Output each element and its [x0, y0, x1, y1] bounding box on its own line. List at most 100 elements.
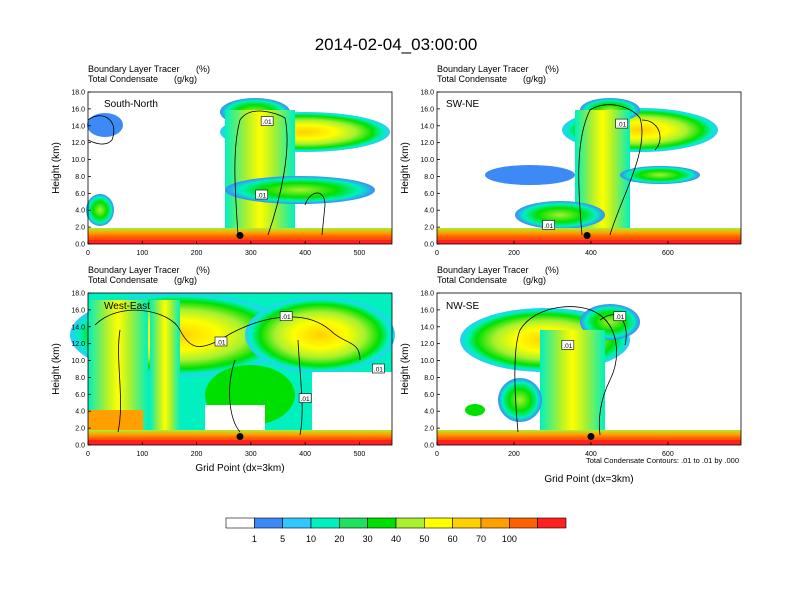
- subtitle-condensate-label: Total Condensate: [88, 74, 158, 84]
- panel-label: SW-NE: [446, 99, 479, 110]
- x-tick-label: 200: [191, 451, 203, 458]
- y-tick-label: 14.0: [71, 324, 85, 331]
- contour-label: .01: [257, 193, 266, 200]
- colorbar-swatch: [339, 517, 368, 529]
- contour-label-box: [542, 220, 555, 230]
- colorbar-swatch: [254, 517, 283, 529]
- x-tick-label: 400: [585, 250, 597, 257]
- y-axis-title: Height (km): [51, 142, 62, 194]
- plot-field: [70, 293, 395, 445]
- colorbar-swatch: [509, 517, 538, 529]
- x-tick-label: 400: [299, 250, 311, 257]
- subtitle-condensate-units: (g/kg): [174, 74, 197, 84]
- colorbar-label: 1: [252, 534, 257, 544]
- subtitle-condensate-label: Total Condensate: [437, 275, 507, 285]
- y-tick-label: 0.0: [424, 242, 434, 249]
- plot-frame: [87, 292, 393, 446]
- y-tick-label: 12.0: [71, 140, 85, 147]
- contour-label: .01: [615, 314, 624, 321]
- colorbar-swatch: [424, 517, 453, 529]
- x-tick-label: 300: [245, 451, 257, 458]
- contour-label: .01: [374, 367, 383, 374]
- colorbar-swatch: [537, 517, 567, 529]
- y-tick-label: 18.0: [71, 90, 85, 97]
- subtitle-condensate-label: Total Condensate: [88, 275, 158, 285]
- colorbar-label: 10: [306, 534, 316, 544]
- x-tick-label: 300: [245, 250, 257, 257]
- y-tick-label: 0.0: [75, 242, 85, 249]
- y-tick-label: 2.0: [75, 426, 85, 433]
- figure-title: 2014-02-04_03:00:00: [315, 35, 478, 54]
- plot-field: [437, 92, 741, 244]
- subtitle-tracer-units: (%): [545, 265, 559, 275]
- panel-label: West-East: [104, 301, 150, 312]
- contour-label: .01: [563, 343, 572, 350]
- contour-label-box: [298, 393, 312, 403]
- subtitle-tracer-label: Boundary Layer Tracer: [437, 265, 529, 275]
- panel-label: South-North: [104, 99, 158, 110]
- y-tick-label: 4.0: [75, 208, 85, 215]
- colorbar-swatches: [225, 517, 567, 529]
- subtitle-condensate-units: (g/kg): [174, 275, 197, 285]
- y-tick-label: 14.0: [71, 123, 85, 130]
- location-marker: [236, 232, 244, 240]
- x-tick-label: 100: [136, 451, 148, 458]
- y-tick-label: 10.0: [71, 157, 85, 164]
- y-tick-label: 8.0: [424, 174, 434, 181]
- plot-field: [86, 92, 392, 244]
- colorbar-label: 5: [280, 534, 285, 544]
- y-tick-label: 10.0: [420, 157, 434, 164]
- contour-label: .01: [263, 119, 272, 126]
- y-tick-label: 8.0: [75, 174, 85, 181]
- subtitle-condensate-units: (g/kg): [523, 74, 546, 84]
- contour-label-box: [372, 363, 385, 374]
- y-tick-label: 12.0: [71, 341, 85, 348]
- y-tick-label: 6.0: [75, 392, 85, 399]
- panel-sw-ne: Boundary Layer Tracer (%) Total Condensa…: [400, 64, 742, 257]
- location-marker: [587, 433, 595, 441]
- location-marker: [236, 433, 244, 441]
- y-tick-label: 4.0: [424, 208, 434, 215]
- subtitle-tracer-label: Boundary Layer Tracer: [88, 64, 180, 74]
- contour-note: Total Condensate Contours: .01 to .01 by…: [586, 456, 739, 465]
- plot-frame: [436, 292, 742, 446]
- y-tick-label: 12.0: [420, 140, 434, 147]
- colorbar-swatch: [395, 517, 425, 529]
- y-tick-label: 2.0: [75, 225, 85, 232]
- colorbar-swatch: [452, 517, 482, 529]
- y-tick-label: 2.0: [424, 426, 434, 433]
- colorbar-labels: 1 5 10 20 30 40 50 60 70 100: [252, 534, 517, 544]
- contour-label-box: [279, 311, 293, 321]
- contour-label-box: [613, 311, 627, 321]
- y-tick-label: 2.0: [424, 225, 434, 232]
- contour-label: .01: [544, 223, 553, 230]
- y-tick-label: 4.0: [424, 409, 434, 416]
- plot-frame: [436, 91, 742, 245]
- x-tick-label: 0: [435, 451, 439, 458]
- x-tick-label: 0: [435, 250, 439, 257]
- x-tick-label: 100: [136, 250, 148, 257]
- location-marker: [583, 232, 591, 240]
- y-tick-label: 0.0: [424, 443, 434, 450]
- subtitle-condensate-units: (g/kg): [523, 275, 546, 285]
- subtitle-tracer-units: (%): [545, 64, 559, 74]
- subtitle-tracer-label: Boundary Layer Tracer: [437, 64, 529, 74]
- x-tick-label: 200: [191, 250, 203, 257]
- colorbar-label: 70: [476, 534, 486, 544]
- plot-field: [437, 293, 741, 445]
- y-tick-label: 6.0: [424, 191, 434, 198]
- colorbar-label: 20: [334, 534, 344, 544]
- contour-label: .01: [216, 339, 225, 346]
- colorbar-label: 100: [502, 534, 517, 544]
- contour-label-box: [214, 336, 228, 347]
- y-tick-label: 6.0: [424, 392, 434, 399]
- panel-south-north: Boundary Layer Tracer (%) Total Condensa…: [51, 64, 393, 257]
- y-tick-label: 4.0: [75, 409, 85, 416]
- y-tick-label: 16.0: [420, 106, 434, 113]
- subtitle-tracer-units: (%): [196, 265, 210, 275]
- colorbar: 1 5 10 20 30 40 50 60 70 100: [225, 517, 567, 544]
- y-axis-title: Height (km): [400, 142, 411, 194]
- y-tick-label: 16.0: [420, 307, 434, 314]
- y-tick-label: 10.0: [420, 358, 434, 365]
